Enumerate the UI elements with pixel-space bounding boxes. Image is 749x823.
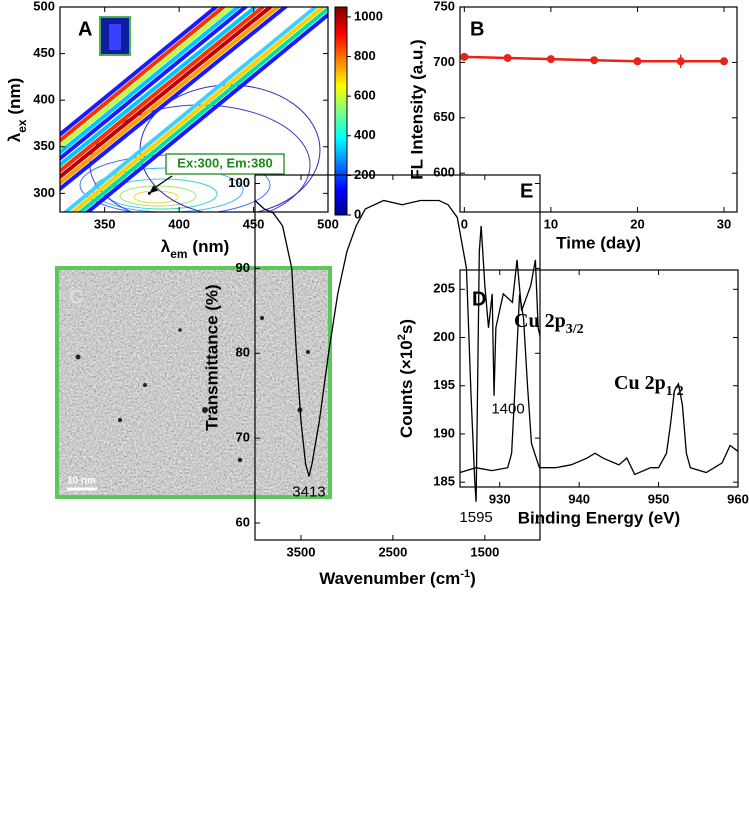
plot-frame xyxy=(459,6,738,213)
panel-label: E xyxy=(520,180,533,202)
image-border xyxy=(55,266,332,499)
annotation-arrow xyxy=(151,175,173,190)
colorbar-tick-label: 0 xyxy=(354,206,361,221)
plot-frame xyxy=(459,269,739,488)
y-tick-label: 700 xyxy=(433,54,455,69)
y-tick-label: 80 xyxy=(236,345,250,360)
y-tick-label: 70 xyxy=(236,430,250,445)
y-tick-label: 60 xyxy=(236,514,250,529)
data-point xyxy=(590,56,599,65)
y-axis-label-part: Counts (×10 xyxy=(397,340,416,438)
panel-label: C xyxy=(69,286,83,308)
x-axis-label-part: em xyxy=(170,247,187,261)
data-point xyxy=(720,57,729,66)
x-axis-label: Binding Energy (eV) xyxy=(518,508,680,527)
x-tick-label: 960 xyxy=(727,491,749,506)
colorbar-tick-label: 600 xyxy=(354,88,376,103)
y-axis-label-part: (nm) xyxy=(5,78,24,115)
y-tick-label: 500 xyxy=(33,0,55,13)
y-tick-label: 205 xyxy=(433,281,455,296)
colorbar-tick-label: 800 xyxy=(354,48,376,63)
y-axis-label: λex (nm) xyxy=(5,78,29,143)
x-tick-label: 10 xyxy=(544,216,558,231)
peak-annotation-part: 1/2 xyxy=(666,384,684,399)
x-axis-label-part: λ xyxy=(161,237,171,256)
arrow-head xyxy=(149,185,159,194)
y-axis-label-part: ex xyxy=(15,119,29,133)
data-point xyxy=(633,57,642,66)
y-axis-label: FL Intensity (a.u.) xyxy=(407,39,426,179)
y-tick-label: 600 xyxy=(433,165,455,180)
data-point xyxy=(503,53,512,62)
peak-point xyxy=(147,191,151,195)
x-axis-label-part: Wavenumber (cm xyxy=(319,569,460,588)
colorbar-tick-label: 200 xyxy=(354,167,376,182)
x-tick-label: 950 xyxy=(648,491,670,506)
x-axis-label: Time (day) xyxy=(556,233,641,252)
x-tick-label: 2500 xyxy=(378,544,407,559)
y-axis-label: Counts (×102s) xyxy=(396,319,417,438)
data-point xyxy=(546,55,555,64)
annotation-text: Ex:300, Em:380 xyxy=(177,155,272,170)
y-tick-label: 750 xyxy=(433,0,455,13)
data-point xyxy=(460,52,469,61)
y-axis-label-part: s) xyxy=(397,319,416,334)
y-tick-label: 90 xyxy=(236,260,250,275)
y-tick-label: 195 xyxy=(433,377,455,392)
x-axis-label-part: (nm) xyxy=(192,237,229,256)
x-tick-label: 30 xyxy=(717,216,731,231)
peak-label: 1400 xyxy=(491,401,524,418)
y-axis-label-part: λ xyxy=(5,132,24,142)
x-tick-label: 930 xyxy=(489,491,511,506)
x-axis-label-part: -1 xyxy=(460,568,470,580)
x-tick-label: 500 xyxy=(317,216,339,231)
particles xyxy=(75,316,310,463)
scale-bar-label: 10 nm xyxy=(67,476,96,487)
x-tick-label: 1500 xyxy=(470,544,499,559)
y-axis-label: Transmittance (%) xyxy=(202,284,221,430)
y-tick-label: 650 xyxy=(433,109,455,124)
peak-label: 1595 xyxy=(459,509,492,526)
panel-label: A xyxy=(78,18,92,40)
x-tick-label: 350 xyxy=(94,216,116,231)
tem-image xyxy=(57,268,330,497)
colorbar xyxy=(334,6,348,216)
x-tick-label: 400 xyxy=(168,216,190,231)
annotation-box xyxy=(165,153,285,175)
peak-label: 3413 xyxy=(292,483,325,500)
y-tick-label: 190 xyxy=(433,425,455,440)
data-line xyxy=(459,294,739,476)
x-tick-label: 0 xyxy=(461,216,468,231)
colorbar-tick-label: 400 xyxy=(354,127,376,142)
y-tick-label: 185 xyxy=(433,474,455,489)
x-axis-label: Wavenumber (cm-1) xyxy=(319,568,476,589)
contour-decoration xyxy=(60,7,328,212)
peak-annotation: Cu 2p1/2 xyxy=(614,372,684,399)
x-tick-label: 20 xyxy=(630,216,644,231)
plot-frame xyxy=(254,174,541,541)
data-point xyxy=(676,57,685,66)
y-tick-label: 350 xyxy=(33,138,55,153)
colorbar-tick-label: 1000 xyxy=(354,8,383,23)
inset-cuvette xyxy=(109,24,121,50)
x-tick-label: 450 xyxy=(243,216,265,231)
x-axis-label-part: ) xyxy=(470,569,476,588)
x-axis-label: λem (nm) xyxy=(161,237,229,261)
peak-annotation-part: 3/2 xyxy=(566,322,584,337)
data-line xyxy=(254,199,541,502)
y-tick-label: 100 xyxy=(228,175,250,190)
x-tick-label: 940 xyxy=(568,491,590,506)
y-tick-label: 300 xyxy=(33,185,55,200)
peak-annotation-part: Cu 2p xyxy=(614,372,666,394)
plot-frame xyxy=(59,6,329,213)
y-axis-label-part: 2 xyxy=(396,334,408,340)
y-tick-label: 200 xyxy=(433,329,455,344)
y-tick-label: 400 xyxy=(33,92,55,107)
x-tick-label: 3500 xyxy=(287,544,316,559)
panel-label: B xyxy=(470,18,484,40)
y-tick-label: 450 xyxy=(33,45,55,60)
